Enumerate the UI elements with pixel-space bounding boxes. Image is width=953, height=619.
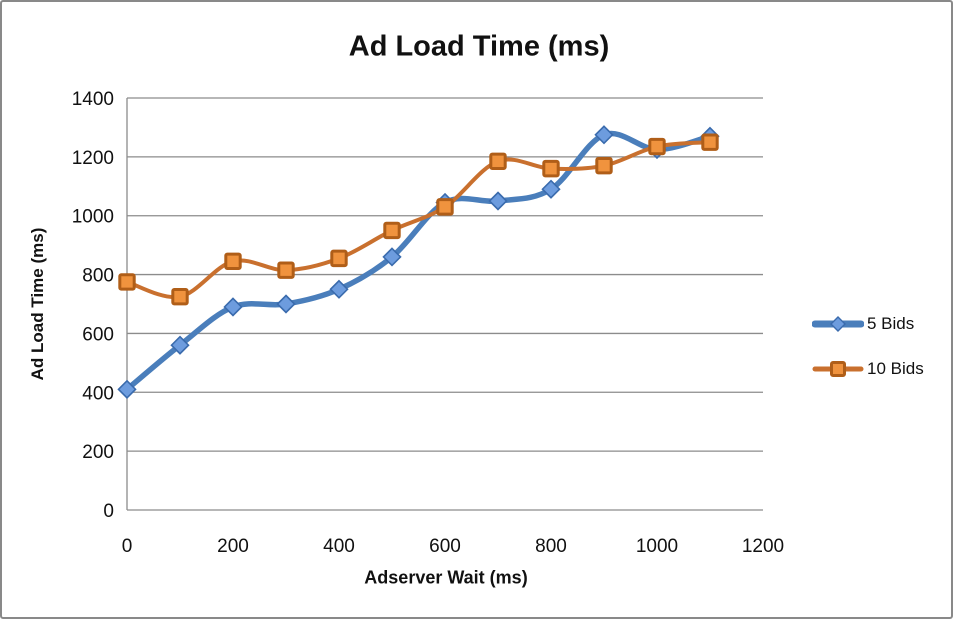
data-point-square <box>436 198 454 216</box>
data-point-diamond <box>170 335 190 355</box>
data-point-square <box>277 261 295 279</box>
data-point-square <box>171 287 189 306</box>
legend-item-10-bids: 10 Bids <box>812 351 924 387</box>
y-axis-title: Ad Load Time (ms) <box>28 227 47 381</box>
y-tick-label: 0 <box>103 501 114 522</box>
y-tick-label: 200 <box>82 442 114 463</box>
data-point-square <box>330 249 348 268</box>
y-tick-label: 1200 <box>72 148 114 169</box>
data-point-diamond <box>541 179 561 199</box>
x-tick-label: 0 <box>122 536 133 557</box>
x-tick-label: 600 <box>429 536 461 557</box>
legend-label-10-bids: 10 Bids <box>867 359 924 378</box>
series-line-5-bids <box>124 130 713 393</box>
data-point-diamond <box>594 125 614 145</box>
y-tick-label: 400 <box>82 383 114 404</box>
series-line-10-bids <box>125 140 712 300</box>
data-point-diamond <box>329 279 349 299</box>
data-point-diamond <box>223 297 243 317</box>
data-point-square <box>489 152 507 170</box>
y-tick-label: 600 <box>82 324 114 345</box>
data-point-diamond <box>117 379 137 399</box>
data-point-square <box>118 273 136 291</box>
x-tick-label: 400 <box>323 536 355 557</box>
x-tick-label: 1000 <box>636 536 678 557</box>
legend-swatch-marker <box>830 316 846 332</box>
y-tick-label: 800 <box>82 266 114 287</box>
legend-label-5-bids: 5 Bids <box>867 314 915 333</box>
data-point-square <box>648 137 666 156</box>
legend-line-square-icon <box>812 361 864 377</box>
y-tick-label: 1400 <box>72 89 114 110</box>
data-point-square <box>542 159 560 178</box>
x-tick-label: 1200 <box>742 536 784 557</box>
legend-line-diamond-icon <box>812 316 864 332</box>
data-point-square <box>595 156 613 175</box>
data-point-diamond <box>382 247 402 267</box>
x-tick-label: 800 <box>535 536 567 557</box>
chart-title: Ad Load Time (ms) <box>348 30 610 63</box>
legend-item-5-bids: 5 Bids <box>812 306 924 342</box>
data-point-diamond <box>488 191 508 211</box>
x-tick-label: 200 <box>217 536 249 557</box>
y-tick-label: 1000 <box>72 207 114 228</box>
data-point-square <box>383 221 401 240</box>
legend-swatch-marker <box>830 361 846 377</box>
legend: 5 Bids 10 Bids <box>812 306 924 387</box>
data-point-diamond <box>276 294 296 314</box>
data-point-square <box>224 252 242 271</box>
data-point-square <box>701 133 719 151</box>
x-axis-title: Adserver Wait (ms) <box>364 567 528 588</box>
